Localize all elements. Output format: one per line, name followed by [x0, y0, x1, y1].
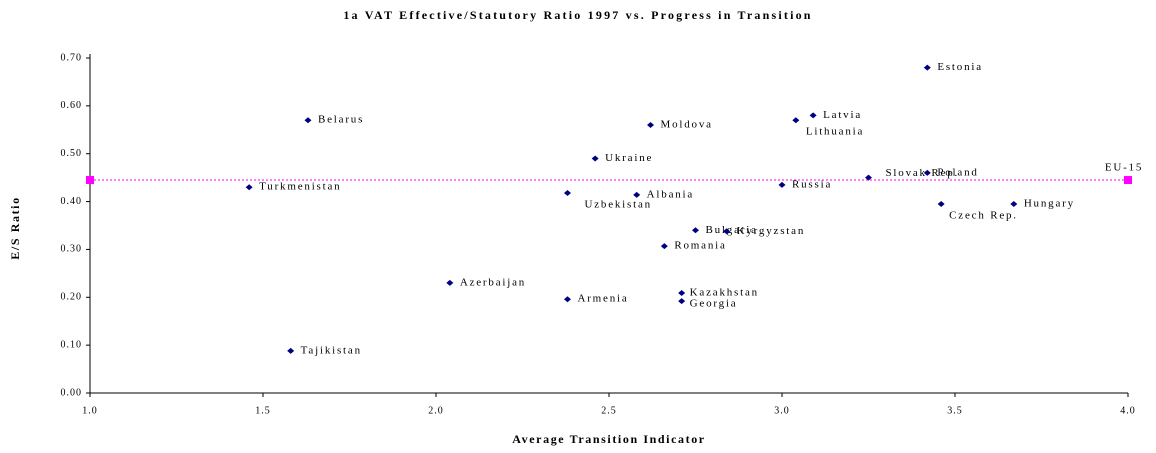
y-axis-title: E/S Ratio	[8, 196, 22, 259]
point	[723, 228, 731, 235]
point-label: Estonia	[937, 61, 983, 73]
reference-marker	[1124, 176, 1132, 185]
point	[678, 289, 686, 296]
y-tick-label: 0.30	[61, 244, 83, 255]
point	[809, 112, 817, 119]
point-label: Turkmenistan	[259, 181, 341, 193]
point	[287, 347, 295, 354]
point	[923, 64, 931, 71]
point-label: Armenia	[577, 293, 628, 305]
reference-label: EU-15	[1105, 162, 1143, 174]
y-tick-label: 0.10	[61, 339, 83, 350]
x-tick-label: 2.0	[428, 405, 444, 416]
point-label: Albania	[647, 188, 694, 200]
point	[563, 189, 571, 196]
x-tick-label: 3.0	[774, 405, 790, 416]
x-tick-label: 2.5	[601, 405, 617, 416]
point	[591, 155, 599, 162]
point	[678, 298, 686, 305]
y-tick-label: 0.20	[61, 292, 83, 303]
y-tick-label: 0.40	[61, 196, 83, 207]
x-tick-label: 4.0	[1120, 405, 1136, 416]
point-label: Uzbekistan	[584, 198, 651, 210]
point-label: Belarus	[318, 114, 364, 126]
point-label: Ukraine	[605, 152, 653, 164]
x-tick-label: 1.5	[255, 405, 271, 416]
y-tick-label: 0.70	[61, 52, 83, 63]
point-label: Tajikistan	[301, 344, 362, 356]
point-label: Slovak Rep.	[886, 167, 960, 179]
point-label: Moldova	[661, 119, 713, 131]
x-tick-label: 3.5	[947, 405, 963, 416]
point-label: Lithuania	[806, 126, 864, 138]
point-label: Bulgaria	[706, 224, 758, 236]
point-label: Kyrgyzstan	[737, 225, 806, 237]
point	[937, 200, 945, 207]
x-tick-label: 1.0	[82, 405, 98, 416]
point-label: Romania	[674, 240, 726, 252]
point	[245, 184, 253, 191]
point-label: Azerbaijan	[460, 276, 526, 288]
point	[304, 117, 312, 124]
point	[865, 174, 872, 181]
point	[778, 181, 786, 188]
point	[446, 279, 454, 286]
point-label: Russia	[792, 178, 832, 190]
y-tick-label: 0.00	[61, 387, 83, 398]
point-label: Kazakhstan	[690, 287, 759, 299]
point	[563, 296, 571, 303]
y-tick-label: 0.60	[61, 100, 83, 111]
point-label: Latvia	[823, 109, 862, 121]
y-tick-label: 0.50	[61, 148, 83, 159]
point-label: Czech Rep.	[949, 209, 1018, 221]
point	[923, 169, 931, 176]
point	[792, 117, 800, 124]
point	[647, 122, 655, 128]
point	[692, 227, 699, 234]
reference-marker	[86, 176, 94, 185]
point-label: Georgia	[690, 298, 738, 310]
point-label: Hungary	[1024, 197, 1075, 209]
point	[633, 191, 641, 198]
point-label: Poland	[937, 166, 978, 178]
point	[660, 243, 668, 250]
point	[1010, 200, 1018, 207]
chart-title: 1a VAT Effective/Statutory Ratio 1997 vs…	[343, 8, 812, 22]
x-axis-title: Average Transition Indicator	[512, 432, 705, 446]
